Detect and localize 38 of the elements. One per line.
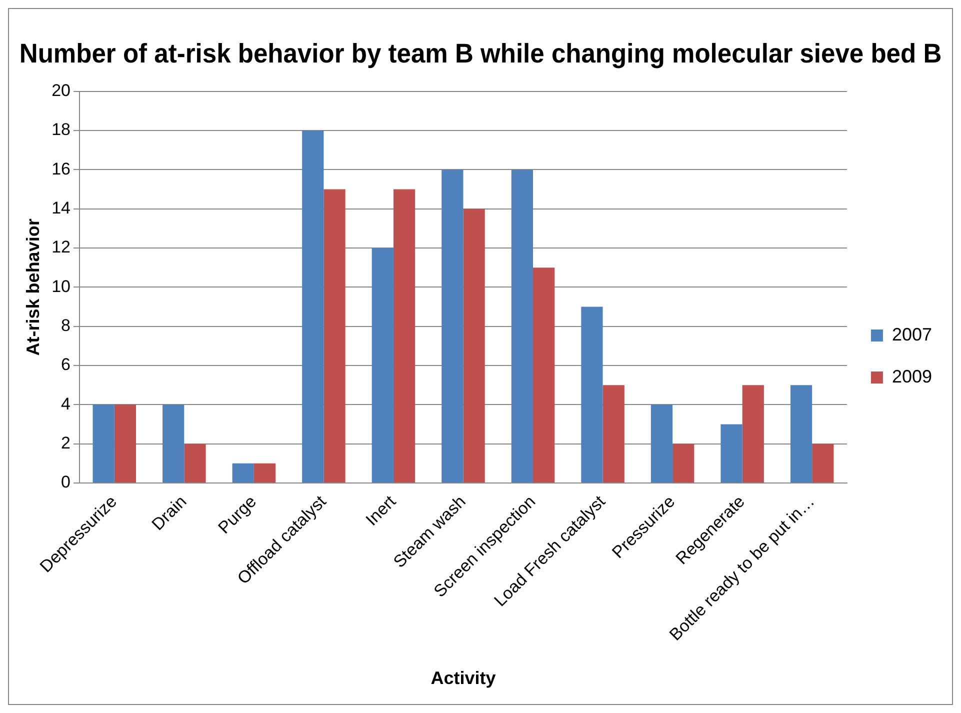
x-axis-title: Activity [430, 668, 496, 688]
bar [184, 444, 206, 482]
bar [162, 404, 184, 482]
y-tick-label: 0 [61, 472, 71, 492]
bar [672, 444, 694, 482]
bar [92, 404, 114, 482]
bar [720, 424, 742, 482]
bar [302, 130, 324, 482]
bar [114, 404, 136, 482]
y-axis-title: At-risk behavior [22, 218, 43, 356]
y-tick-label: 20 [52, 81, 71, 100]
bar [372, 248, 394, 482]
y-tick-label: 6 [61, 355, 71, 374]
bar [442, 170, 464, 482]
legend-label: 2009 [892, 366, 932, 386]
bar [393, 189, 416, 482]
bar [602, 385, 624, 482]
bar [324, 189, 346, 482]
legend-label: 2007 [892, 324, 932, 344]
y-tick-label: 2 [61, 434, 71, 453]
bar [533, 268, 555, 482]
y-tick-label: 10 [52, 276, 71, 296]
bar [511, 170, 533, 482]
y-tick-label: 12 [52, 238, 71, 257]
bar [742, 385, 764, 482]
bar [790, 385, 812, 482]
y-tick-label: 8 [61, 316, 71, 336]
y-tick-label: 18 [52, 120, 71, 140]
y-tick-label: 14 [52, 198, 71, 218]
y-tick-label: 4 [61, 394, 71, 414]
bar [232, 463, 254, 482]
y-tick-label: 16 [52, 159, 71, 178]
bar [650, 404, 673, 482]
bar [812, 444, 834, 482]
bar [254, 463, 276, 482]
bar [463, 208, 485, 482]
chart-title: Number of at-risk behavior by team B while changing molecular sieve bed B [19, 38, 942, 69]
bar [581, 306, 603, 482]
